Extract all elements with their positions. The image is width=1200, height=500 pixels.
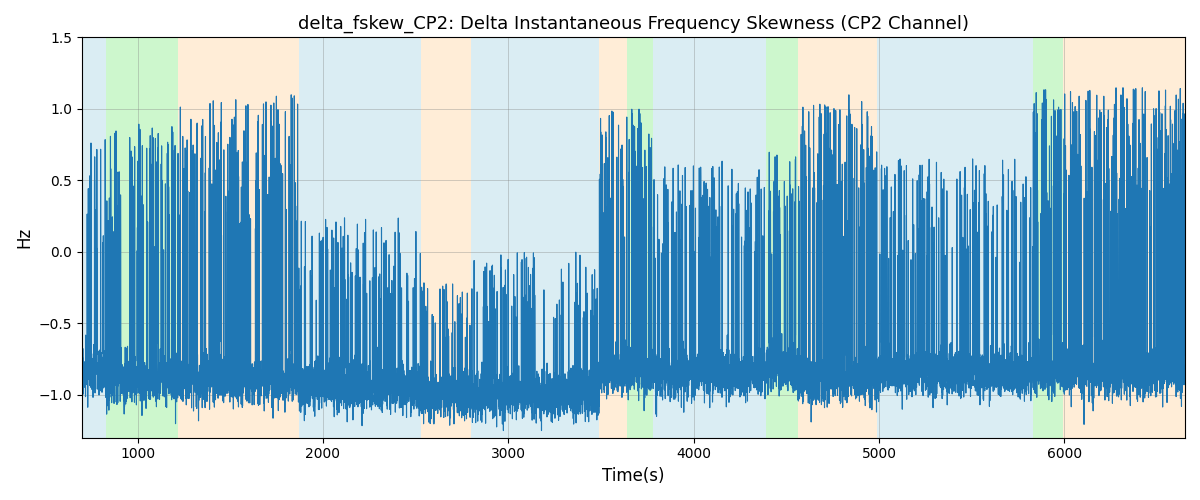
Y-axis label: Hz: Hz (14, 227, 32, 248)
Bar (877, 38, 1033, 438)
Bar (472, 38, 599, 438)
Bar (798, 38, 877, 438)
Title: delta_fskew_CP2: Delta Instantaneous Frequency Skewness (CP2 Channel): delta_fskew_CP2: Delta Instantaneous Fre… (298, 15, 968, 34)
Bar (653, 38, 766, 438)
Bar (1063, 38, 1184, 438)
Bar (626, 38, 653, 438)
Bar (1033, 38, 1063, 438)
Bar (599, 38, 626, 438)
Bar (421, 38, 472, 438)
Bar (299, 38, 421, 438)
Bar (766, 38, 798, 438)
Bar (179, 38, 299, 438)
Bar (82, 38, 106, 438)
Bar (106, 38, 179, 438)
X-axis label: Time(s): Time(s) (602, 467, 665, 485)
